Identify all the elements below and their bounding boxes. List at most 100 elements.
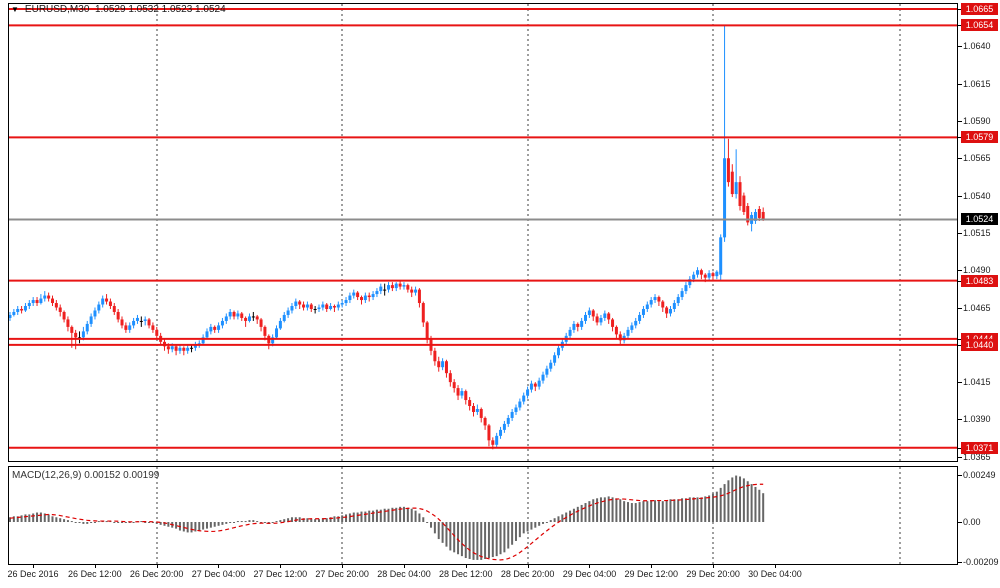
macd-histogram-bar (623, 501, 626, 522)
macd-histogram-bar (642, 501, 645, 522)
macd-histogram-bar (32, 513, 35, 522)
candle (213, 326, 217, 330)
candle (460, 391, 464, 396)
axis-tick (33, 565, 34, 568)
macd-histogram-bar (128, 522, 131, 523)
candle (506, 417, 510, 424)
candle (224, 316, 228, 321)
macd-histogram-bar (383, 508, 386, 522)
macd-histogram-bar (148, 522, 151, 523)
macd-histogram-bar (209, 522, 212, 528)
candle (719, 237, 723, 275)
axis-tick (280, 565, 282, 568)
macd-histogram-bar (24, 514, 27, 522)
candle (298, 301, 302, 305)
candle (383, 289, 387, 291)
macd-histogram-bar (194, 522, 197, 532)
candle (143, 319, 147, 321)
macd-histogram-bar (700, 497, 703, 522)
price-level-badge: 1.0440 (961, 338, 998, 351)
macd-histogram-bar (39, 512, 42, 522)
macd-histogram-bar (97, 521, 100, 523)
candle (282, 314, 286, 321)
time-tick-label: 27 Dec 12:00 (253, 569, 308, 579)
candle (390, 285, 394, 289)
macd-histogram-bar (553, 518, 556, 522)
macd-histogram-bar (329, 517, 332, 522)
macd-panel[interactable] (8, 466, 958, 565)
candlestick-chart[interactable] (9, 4, 957, 461)
price-tick-label: 1.0515 (963, 227, 991, 238)
price-tick-label: 1.0390 (963, 414, 991, 425)
macd-histogram-bar (213, 522, 216, 527)
time-tick-label: 28 Dec 12:00 (439, 569, 493, 579)
candle (85, 323, 89, 332)
candle (692, 274, 696, 280)
macd-histogram-bar (480, 522, 483, 560)
macd-histogram-bar (754, 486, 757, 522)
macd-histogram-bar (406, 507, 409, 522)
candle (147, 319, 151, 326)
macd-histogram-bar (646, 501, 649, 522)
candle (668, 308, 672, 314)
candle (568, 329, 572, 336)
candle (468, 400, 472, 407)
candle (715, 271, 719, 277)
main-chart-panel[interactable] (8, 3, 958, 462)
candle (661, 301, 665, 308)
candle (518, 401, 522, 408)
candle (618, 334, 622, 341)
candle (62, 311, 66, 320)
macd-chart[interactable] (9, 467, 957, 564)
candle (630, 325, 634, 330)
candle (309, 304, 313, 309)
candle (680, 291, 684, 298)
candle (599, 317, 603, 323)
macd-histogram-bar (202, 522, 205, 530)
macd-histogram-bar (368, 510, 371, 522)
macd-histogram-bar (704, 496, 707, 522)
macd-histogram-bar (611, 497, 614, 522)
macd-histogram-bar (124, 522, 127, 523)
candle (305, 304, 309, 308)
macd-histogram-bar (619, 499, 622, 522)
axis-tick (465, 565, 467, 568)
candle (502, 423, 506, 430)
macd-histogram-bar (661, 501, 664, 522)
macd-histogram-bar (399, 506, 402, 522)
macd-histogram-bar (325, 518, 328, 522)
axis-tick (958, 280, 962, 282)
macd-histogram-bar (43, 513, 46, 522)
candle (178, 347, 182, 351)
candle (120, 319, 124, 326)
macd-histogram-bar (723, 484, 726, 522)
macd-histogram-bar (599, 497, 602, 522)
candle (228, 311, 232, 317)
macd-histogram-bar (711, 493, 714, 522)
macd-histogram-bar (402, 506, 405, 522)
macd-histogram-bar (495, 522, 498, 557)
candle (116, 311, 120, 320)
candle (553, 355, 557, 363)
candle (70, 326, 74, 333)
macd-histogram-bar (460, 522, 463, 557)
macd-histogram-bar (9, 517, 11, 522)
time-tick-label: 27 Dec 04:00 (191, 569, 246, 579)
candle (738, 182, 742, 207)
macd-histogram-bar (476, 522, 479, 560)
macd-histogram-bar (205, 522, 208, 529)
macd-histogram-bar (557, 516, 560, 522)
candle (20, 308, 24, 311)
macd-histogram-bar (395, 507, 398, 522)
macd-histogram-bar (727, 480, 730, 522)
candle (699, 270, 703, 275)
macd-histogram-bar (151, 522, 154, 523)
candle (414, 289, 418, 293)
candle (510, 411, 514, 418)
candle (696, 270, 700, 275)
macd-histogram-bar (236, 521, 239, 523)
macd-histogram-bar (314, 519, 317, 522)
chart-title: ▼ EURUSD,M30 1.0529 1.0532 1.0523 1.0524 (11, 4, 226, 15)
macd-histogram-bar (441, 522, 444, 543)
